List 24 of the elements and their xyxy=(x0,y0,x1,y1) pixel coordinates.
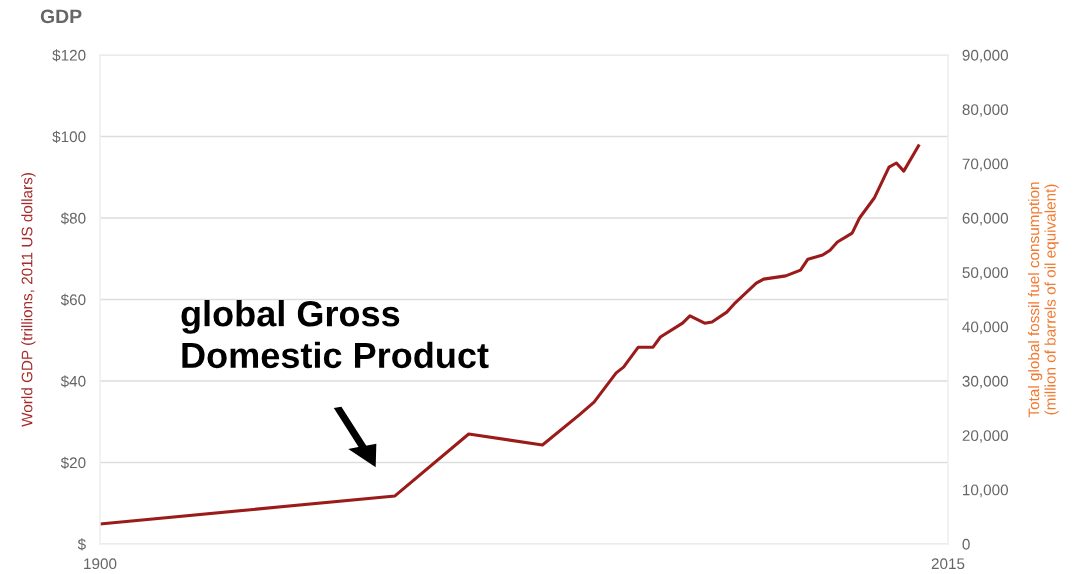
line-series xyxy=(100,144,921,526)
y2-tick-label: 60,000 xyxy=(962,212,1009,226)
y2-tick-label: 70,000 xyxy=(962,158,1009,172)
x-tick-label: 1900 xyxy=(84,558,117,570)
y2-axis-title: Total global fossil fuel consumption (million of barrels of oil equivalent) xyxy=(1028,182,1059,418)
y2-tick-label: 90,000 xyxy=(962,49,1009,63)
y-tick-label: $100 xyxy=(52,130,86,144)
y-tick-label: $40 xyxy=(60,375,86,388)
chart-title: GDP xyxy=(40,9,82,24)
annotation: global Gross Domestic Product xyxy=(181,300,489,369)
y-tick-label: $20 xyxy=(60,456,86,470)
x-tick-label: 2015 xyxy=(931,558,965,570)
y2-tick-label: 10,000 xyxy=(963,484,1009,498)
y2-tick-label: 20,000 xyxy=(962,430,1009,443)
y-tick-label: $ xyxy=(77,538,86,551)
y2-tick-label: 30,000 xyxy=(962,375,1009,389)
y2-tick-label: 50,000 xyxy=(962,267,1009,280)
y2-tick-label: 80,000 xyxy=(962,104,1009,117)
y2-tick-label: 40,000 xyxy=(962,321,1009,335)
y-tick-label: $120 xyxy=(52,49,86,62)
y-axis-title: World GDP (trillions, 2011 US dollars) xyxy=(21,173,36,427)
y2-tick-label: 0 xyxy=(962,538,970,550)
y-tick-label: $80 xyxy=(60,212,86,225)
y-tick-label: $60 xyxy=(60,293,86,307)
